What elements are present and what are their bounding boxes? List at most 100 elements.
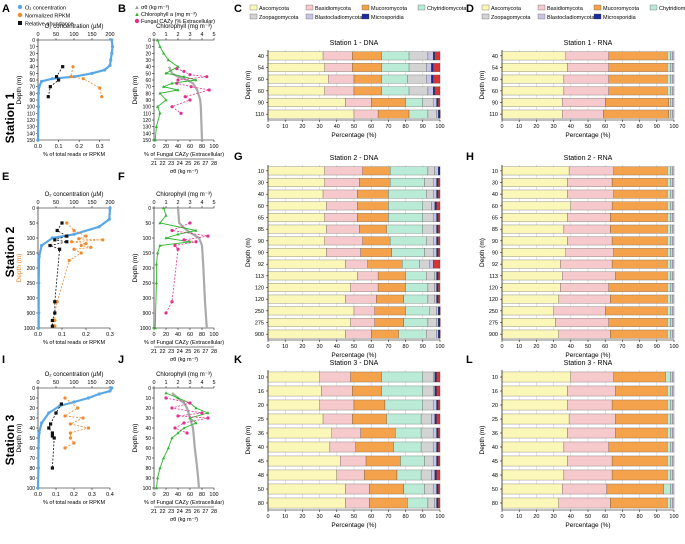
chl-point bbox=[158, 221, 162, 225]
bar-segment bbox=[501, 86, 565, 96]
x-axis-label: Percentage (%) bbox=[331, 132, 376, 139]
chl-point bbox=[162, 206, 166, 210]
cazy-point bbox=[175, 81, 179, 85]
bar-segment bbox=[381, 86, 410, 96]
legend-swatch bbox=[593, 4, 602, 11]
bar-segment bbox=[562, 98, 606, 107]
bar-segment bbox=[672, 166, 675, 176]
o2-point bbox=[108, 206, 112, 210]
x-tick-label: 60 bbox=[368, 514, 374, 520]
bar-segment bbox=[427, 86, 434, 96]
sub-tick-label: 23 bbox=[168, 509, 174, 515]
bar-segment bbox=[670, 51, 673, 61]
top-tick-label: 50 bbox=[53, 32, 59, 38]
y-tick-label: 100 bbox=[143, 486, 152, 492]
bar-segment bbox=[666, 329, 671, 339]
legend-chl-label: Chlorophyll a (mg m⁻³) bbox=[141, 12, 197, 18]
o2-point bbox=[90, 71, 94, 75]
bar-segment bbox=[567, 178, 613, 187]
x-tick-label: 100 bbox=[669, 344, 678, 350]
chl-point bbox=[170, 81, 174, 85]
bar-segment bbox=[666, 201, 671, 211]
rpkm-point bbox=[68, 431, 72, 435]
bar-segment bbox=[501, 306, 554, 316]
bar-segment bbox=[501, 201, 571, 211]
panel-d: Station 1 - RNA 0 10 20 30 40 50 60 70 80 90 100 40 5… bbox=[479, 40, 679, 139]
rpkm-line bbox=[54, 222, 103, 327]
bar-segment bbox=[355, 441, 394, 453]
legend-swatch bbox=[305, 4, 314, 11]
cazy-point bbox=[170, 406, 174, 410]
bar-segment bbox=[424, 483, 434, 495]
chl-point bbox=[194, 406, 198, 410]
bottom-tick-label: 0.3 bbox=[88, 492, 96, 498]
bar-segment bbox=[431, 63, 434, 72]
x-tick-label: 0 bbox=[500, 514, 503, 520]
x-tick-label: 70 bbox=[385, 124, 391, 130]
y-tick-label: 25 bbox=[258, 417, 264, 423]
bar-segment bbox=[670, 427, 673, 439]
rel-point bbox=[59, 402, 63, 406]
y-tick-label: 85 bbox=[258, 227, 264, 233]
rel-point bbox=[65, 234, 69, 238]
bar-segment bbox=[436, 441, 439, 453]
bar-segment bbox=[432, 455, 437, 467]
bar-segment bbox=[501, 329, 559, 339]
o2-point bbox=[110, 386, 114, 390]
y-tick-label: 300 bbox=[27, 296, 36, 302]
chl-point bbox=[156, 251, 160, 255]
y-tick-label: 90 bbox=[258, 239, 264, 245]
bar-segment bbox=[324, 213, 358, 222]
y-tick-label: 50 bbox=[145, 436, 151, 442]
y-tick-label: 1000 bbox=[24, 326, 35, 332]
y-tick-label: 10 bbox=[492, 375, 498, 381]
bottom-tick-label: 0.1 bbox=[52, 492, 60, 498]
chl-point bbox=[176, 88, 180, 92]
bar-segment bbox=[611, 178, 668, 187]
station-label-3: Station 3 bbox=[3, 414, 17, 465]
bar-segment bbox=[326, 224, 360, 234]
y-tick-label: 40 bbox=[492, 192, 498, 198]
rpkm-point bbox=[72, 247, 76, 251]
bar-segment bbox=[405, 306, 430, 316]
panel-c: Station 1 - DNA 0 10 20 30 40 50 60 70 80 90 100 40 5… bbox=[245, 40, 445, 139]
bar-segment bbox=[267, 236, 325, 246]
x-tick-label: 10 bbox=[282, 344, 288, 350]
rpkm-point bbox=[68, 436, 72, 440]
top-tick-label: 0 bbox=[36, 380, 39, 386]
bar-segment bbox=[501, 318, 556, 327]
y-tick-label: 45 bbox=[492, 459, 498, 465]
bar-segment bbox=[670, 213, 673, 222]
bar-segment bbox=[436, 399, 439, 411]
bar-segment bbox=[434, 497, 437, 509]
bar-segment bbox=[666, 294, 671, 304]
o2-point bbox=[36, 446, 40, 450]
bar-segment bbox=[267, 271, 358, 281]
chl-point bbox=[164, 391, 168, 395]
y-tick-label: 120 bbox=[255, 297, 264, 303]
x-tick-label: 70 bbox=[619, 514, 625, 520]
bar-segment bbox=[432, 441, 437, 453]
bar-segment bbox=[670, 109, 673, 119]
x-axis-label: Percentage (%) bbox=[331, 352, 376, 359]
bar-segment bbox=[345, 483, 370, 495]
y-tick-label: 45 bbox=[258, 459, 264, 465]
bar-segment bbox=[672, 441, 675, 453]
bar-segment bbox=[420, 469, 432, 481]
legend-swatch bbox=[361, 4, 370, 11]
sub-axis-label: σθ (kg m⁻³) bbox=[170, 517, 198, 523]
bar-segment bbox=[434, 166, 439, 176]
bar-segment bbox=[670, 294, 673, 304]
bar-segment bbox=[668, 98, 671, 107]
bar-segment bbox=[422, 213, 434, 222]
bar-segment bbox=[567, 63, 609, 72]
y-tick-label: 10 bbox=[145, 396, 151, 402]
bar-segment bbox=[405, 98, 423, 107]
bar-segment bbox=[424, 455, 434, 467]
bar-segment bbox=[670, 63, 673, 72]
x-tick-label: 80 bbox=[403, 124, 409, 130]
y-tick-label: 250 bbox=[143, 281, 152, 287]
bar-segment bbox=[613, 189, 668, 199]
chl-point bbox=[158, 111, 162, 115]
bar-segment bbox=[666, 166, 671, 176]
